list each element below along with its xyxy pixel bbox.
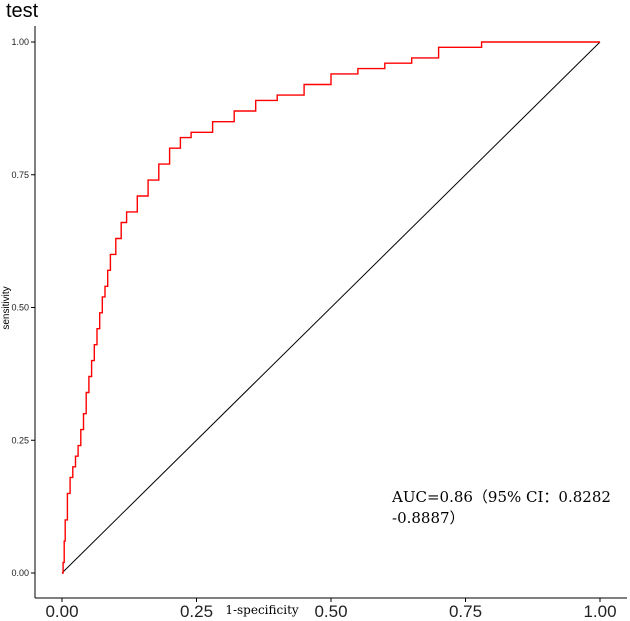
x-tick-label: 0.25 <box>180 602 213 621</box>
reference-diagonal-line <box>61 41 601 574</box>
x-axis-label: 1-specificity <box>225 603 299 617</box>
y-ticks: 0.00 0.25 0.50 0.75 1.00 <box>11 37 35 578</box>
chart-title: test <box>6 0 39 22</box>
auc-annotation: AUC=0.86（95% CI：0.8282 -0.8887） <box>391 488 611 527</box>
y-tick-label: 0.50 <box>11 303 29 313</box>
y-axis-label: sensitivity <box>1 286 12 329</box>
auc-annotation-line-1: AUC=0.86（95% CI：0.8282 <box>391 488 611 506</box>
y-tick-label: 1.00 <box>11 37 29 47</box>
y-tick-label: 0.75 <box>11 170 29 180</box>
x-ticks: 0.00 0.25 0.50 0.75 1.00 <box>45 598 617 621</box>
series-layer <box>61 41 601 574</box>
x-tick-label: 0.00 <box>45 602 78 621</box>
x-tick-label: 0.50 <box>314 602 347 621</box>
y-tick-label: 0.25 <box>11 435 29 445</box>
x-tick-label: 1.00 <box>583 602 616 621</box>
y-tick-label: 0.00 <box>11 568 29 578</box>
auc-annotation-line-2: -0.8887） <box>392 509 465 527</box>
x-tick-label: 0.75 <box>449 602 482 621</box>
roc-curve-line <box>62 41 600 574</box>
